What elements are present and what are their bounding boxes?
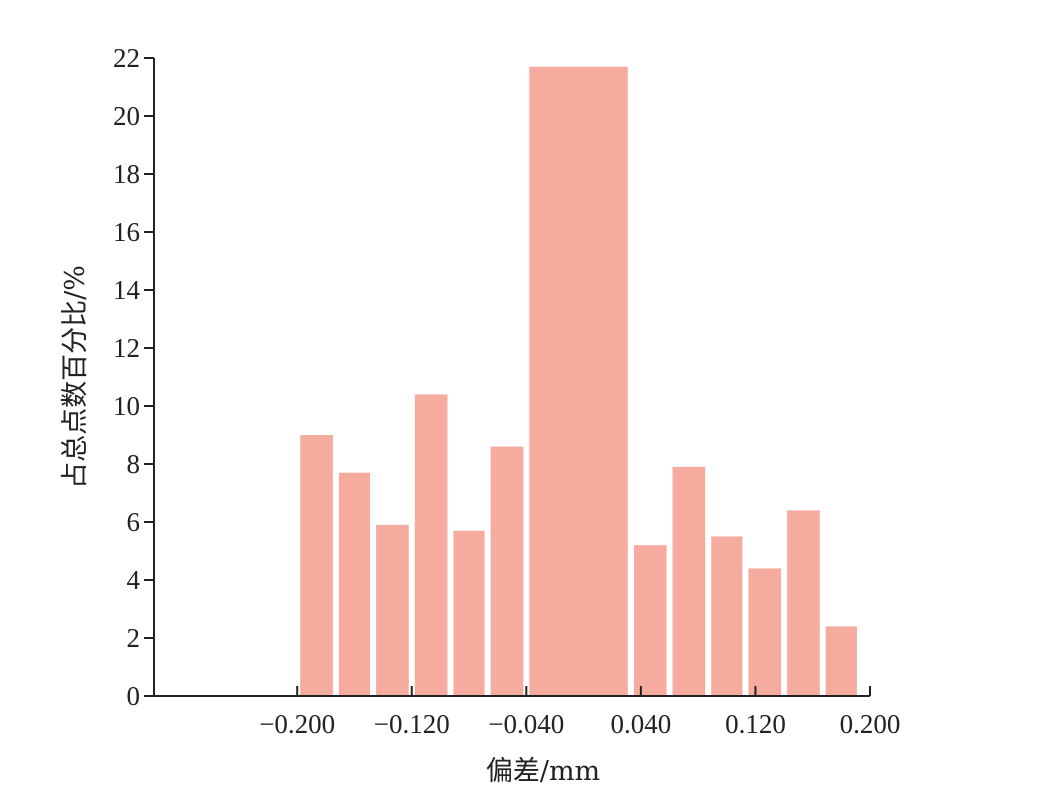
y-tick-label: 0	[127, 681, 141, 711]
bars-group	[300, 66, 857, 696]
x-tick-label: 0.040	[611, 709, 672, 739]
x-tick-label: 0.120	[725, 709, 786, 739]
histogram-bar-13	[825, 626, 857, 696]
histogram-bar-4	[414, 394, 448, 696]
y-tick-label: 22	[113, 43, 140, 73]
histogram-bar-11	[748, 568, 782, 696]
y-tick-label: 14	[113, 275, 141, 305]
histogram-bar-10	[711, 536, 743, 696]
y-tick-label: 20	[113, 101, 140, 131]
histogram-bar-1	[300, 435, 333, 696]
axes-group	[153, 58, 870, 697]
x-tick-label: −0.200	[259, 709, 335, 739]
x-ticks-group: −0.200 −0.120 −0.040 0.040 0.120 0.200	[259, 686, 900, 739]
y-ticks-group: 0 2 4 6 8 10 12 14 16 18 20 22	[113, 43, 154, 711]
y-tick-label: 16	[113, 217, 140, 247]
x-tick-label: 0.200	[840, 709, 901, 739]
y-tick-label: 10	[113, 391, 140, 421]
histogram-bar-3	[376, 524, 409, 696]
y-tick-label: 2	[127, 623, 141, 653]
x-axis-title: 偏差/mm	[486, 756, 600, 787]
y-tick-label: 8	[127, 449, 141, 479]
histogram-bar-9	[672, 466, 706, 696]
y-tick-label: 6	[127, 507, 141, 537]
histogram-bar-12	[787, 510, 820, 696]
histogram-bar-7	[529, 66, 628, 696]
y-axis-title: 占总点数百分比/%	[60, 265, 91, 489]
x-tick-label: −0.040	[488, 709, 564, 739]
histogram-bar-6	[490, 446, 524, 696]
y-tick-label: 18	[113, 159, 140, 189]
histogram-bar-5	[453, 530, 485, 696]
x-tick-label: −0.120	[374, 709, 450, 739]
y-tick-label: 12	[113, 333, 140, 363]
histogram-bar-8	[633, 545, 667, 696]
histogram-bar-2	[338, 472, 371, 696]
y-tick-label: 4	[127, 565, 141, 595]
